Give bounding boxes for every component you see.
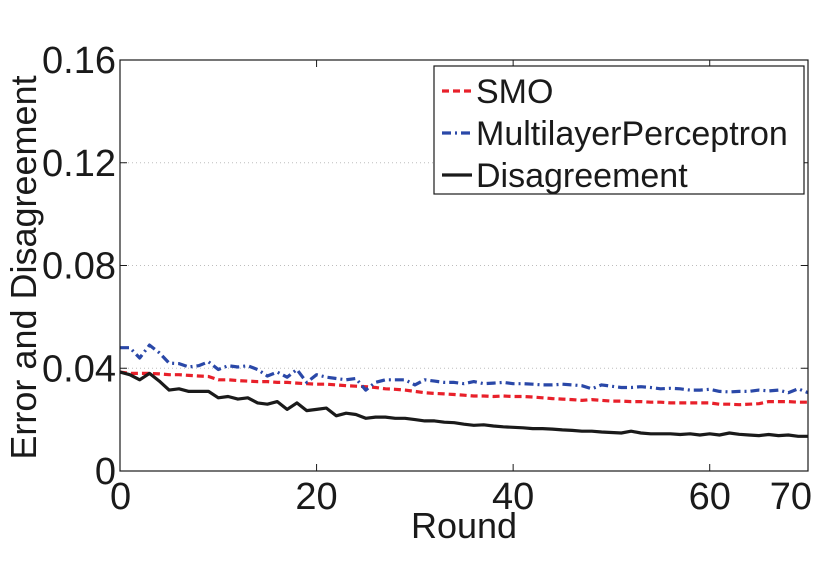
series-line-multilayerperceptron <box>120 343 809 395</box>
y-tick-labels: 0 0.04 0.08 0.12 0.16 <box>42 40 116 493</box>
x-tick-label: 20 <box>295 476 337 518</box>
y-axis-label: Error and Disagreement <box>3 75 44 459</box>
y-tick-label: 0.12 <box>42 143 116 185</box>
x-tick-label: 60 <box>689 476 731 518</box>
y-tick-label: 0.08 <box>42 246 116 288</box>
y-tick-label: 0 <box>95 451 116 493</box>
legend: SMO MultilayerPerceptron Disagreement <box>433 65 805 195</box>
y-tick-label: 0.16 <box>42 40 116 82</box>
x-tick-labels: 0 20 40 60 70 <box>110 476 812 518</box>
legend-label: SMO <box>476 73 553 111</box>
plot-series <box>119 343 809 438</box>
series-line-disagreement <box>119 370 808 438</box>
x-tick-label: 70 <box>770 476 812 518</box>
legend-label: Disagreement <box>476 157 688 195</box>
x-tick-label: 40 <box>492 476 534 518</box>
x-axis-label: Round <box>411 505 517 546</box>
x-tick-label: 0 <box>110 476 131 518</box>
y-tick-label: 0.04 <box>42 348 116 390</box>
legend-label: MultilayerPerceptron <box>476 115 788 153</box>
legend-box <box>433 65 805 195</box>
series-line-smo <box>119 370 808 407</box>
